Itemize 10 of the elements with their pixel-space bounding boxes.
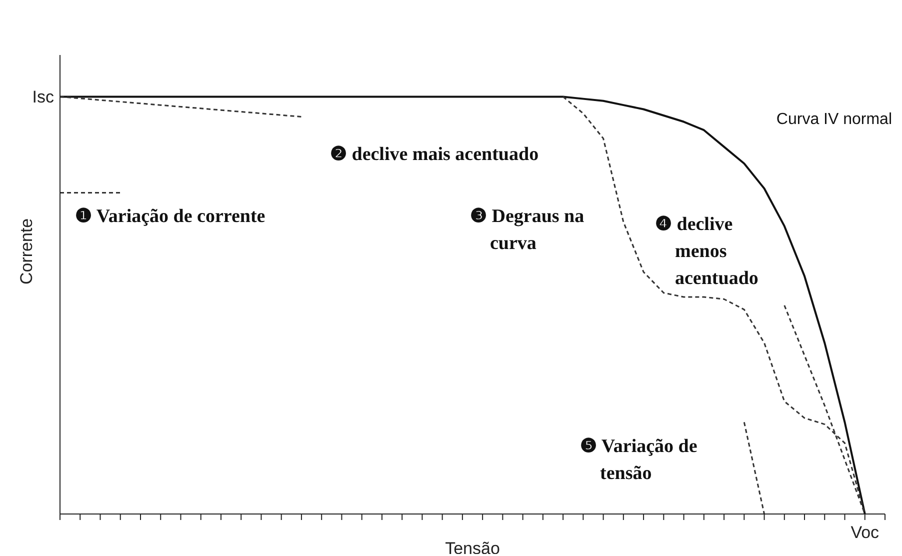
annotation: ❶ Variação de corrente (75, 206, 266, 227)
annotation: ❹ declive menos acentuado (655, 214, 758, 289)
text: Voc (850, 523, 880, 542)
y-axis-title: Corrente (17, 218, 36, 284)
text: Isc (32, 88, 54, 107)
annotation: Curva IV normal (776, 111, 892, 128)
x-axis-title: Tensão (445, 539, 500, 556)
annotation: ❷ declive mais acentuado (330, 144, 539, 165)
annotation: ❺ Variação de tensão (580, 436, 698, 484)
annotation: ❸ Degraus na curva (470, 206, 585, 254)
